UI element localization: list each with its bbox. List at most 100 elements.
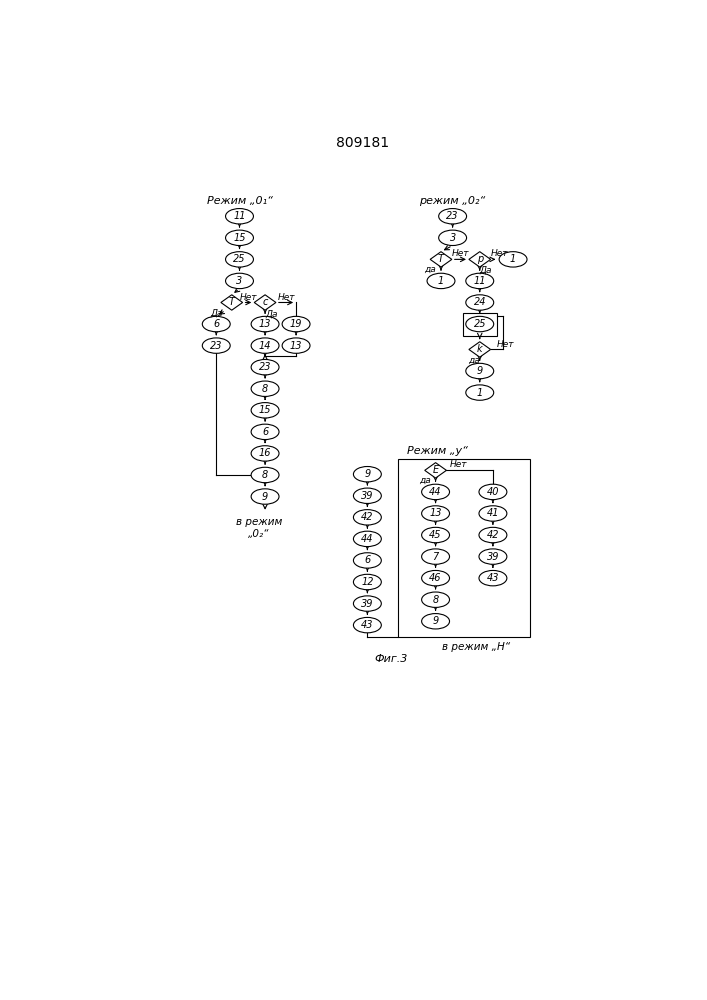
Text: 39: 39 — [361, 599, 373, 609]
Ellipse shape — [251, 489, 279, 504]
Text: да: да — [467, 356, 479, 365]
Bar — [398, 459, 530, 637]
Ellipse shape — [479, 527, 507, 543]
Text: 11: 11 — [233, 211, 246, 221]
Text: 44: 44 — [361, 534, 373, 544]
Ellipse shape — [466, 363, 493, 379]
Ellipse shape — [354, 574, 381, 590]
Text: 9: 9 — [262, 492, 268, 502]
Ellipse shape — [226, 209, 253, 224]
Ellipse shape — [466, 273, 493, 289]
Text: да: да — [419, 476, 431, 485]
Ellipse shape — [479, 549, 507, 564]
Ellipse shape — [226, 252, 253, 267]
Text: 1: 1 — [438, 276, 444, 286]
Text: 8: 8 — [262, 470, 268, 480]
Text: Да: Да — [265, 310, 278, 319]
Text: да: да — [424, 265, 436, 274]
Text: 15: 15 — [233, 233, 246, 243]
Ellipse shape — [438, 209, 467, 224]
Ellipse shape — [354, 488, 381, 503]
Polygon shape — [469, 342, 491, 357]
Text: в режим
„0₂“: в режим „0₂“ — [235, 517, 282, 539]
Text: 15: 15 — [259, 405, 271, 415]
Text: Фиг.3: Фиг.3 — [374, 654, 407, 664]
Text: 3: 3 — [450, 233, 456, 243]
Text: 42: 42 — [361, 512, 373, 522]
Text: k: k — [477, 344, 483, 354]
Text: 8: 8 — [433, 595, 439, 605]
Ellipse shape — [466, 295, 493, 310]
Text: Нет: Нет — [497, 340, 514, 349]
Text: 23: 23 — [446, 211, 459, 221]
Text: 7: 7 — [433, 552, 439, 562]
Ellipse shape — [226, 273, 253, 289]
Ellipse shape — [282, 316, 310, 332]
Ellipse shape — [202, 338, 230, 353]
Text: 8: 8 — [262, 384, 268, 394]
Ellipse shape — [354, 617, 381, 633]
Text: 9: 9 — [477, 366, 483, 376]
Text: 45: 45 — [429, 530, 442, 540]
Ellipse shape — [354, 553, 381, 568]
Text: 13: 13 — [429, 508, 442, 518]
Text: 39: 39 — [361, 491, 373, 501]
Text: 6: 6 — [213, 319, 219, 329]
Ellipse shape — [282, 338, 310, 353]
Text: Да: Да — [480, 266, 492, 275]
Ellipse shape — [251, 338, 279, 353]
Ellipse shape — [202, 316, 230, 332]
Text: 13: 13 — [290, 341, 303, 351]
Ellipse shape — [421, 592, 450, 607]
Text: 6: 6 — [262, 427, 268, 437]
Text: 1: 1 — [510, 254, 516, 264]
Text: 43: 43 — [361, 620, 373, 630]
Text: 3: 3 — [236, 276, 243, 286]
Text: c: c — [262, 297, 268, 307]
Ellipse shape — [354, 510, 381, 525]
Text: Нет: Нет — [450, 460, 467, 469]
Text: T: T — [438, 254, 444, 264]
Text: 11: 11 — [474, 276, 486, 286]
Text: 24: 24 — [474, 297, 486, 307]
Text: 25: 25 — [474, 319, 486, 329]
Text: 43: 43 — [486, 573, 499, 583]
Text: Режим „0₁“: Режим „0₁“ — [206, 196, 272, 206]
Ellipse shape — [251, 424, 279, 440]
Text: T: T — [229, 297, 235, 307]
Ellipse shape — [251, 381, 279, 396]
Ellipse shape — [421, 549, 450, 564]
Text: 1: 1 — [477, 388, 483, 398]
Polygon shape — [221, 295, 243, 310]
Ellipse shape — [421, 484, 450, 500]
Text: 39: 39 — [486, 552, 499, 562]
Text: 41: 41 — [486, 508, 499, 518]
Ellipse shape — [354, 466, 381, 482]
Ellipse shape — [438, 230, 467, 246]
Text: 16: 16 — [259, 448, 271, 458]
Ellipse shape — [251, 359, 279, 375]
Text: в режим „Н“: в режим „Н“ — [442, 642, 510, 652]
Text: 9: 9 — [433, 616, 439, 626]
Ellipse shape — [251, 316, 279, 332]
Ellipse shape — [251, 446, 279, 461]
Text: 19: 19 — [290, 319, 303, 329]
Text: 809181: 809181 — [336, 136, 390, 150]
Text: Режим „у“: Режим „у“ — [407, 446, 467, 456]
Text: режим „0₂“: режим „0₂“ — [419, 196, 486, 206]
Text: 23: 23 — [210, 341, 223, 351]
Ellipse shape — [226, 230, 253, 246]
Ellipse shape — [354, 531, 381, 547]
Text: 25: 25 — [233, 254, 246, 264]
Text: 42: 42 — [486, 530, 499, 540]
Polygon shape — [469, 252, 491, 267]
Ellipse shape — [479, 506, 507, 521]
Text: 44: 44 — [429, 487, 442, 497]
Text: 6: 6 — [364, 555, 370, 565]
Text: 14: 14 — [259, 341, 271, 351]
Polygon shape — [255, 295, 276, 310]
Ellipse shape — [427, 273, 455, 289]
Text: Да: Да — [210, 309, 223, 318]
Ellipse shape — [421, 527, 450, 543]
Polygon shape — [430, 252, 452, 267]
